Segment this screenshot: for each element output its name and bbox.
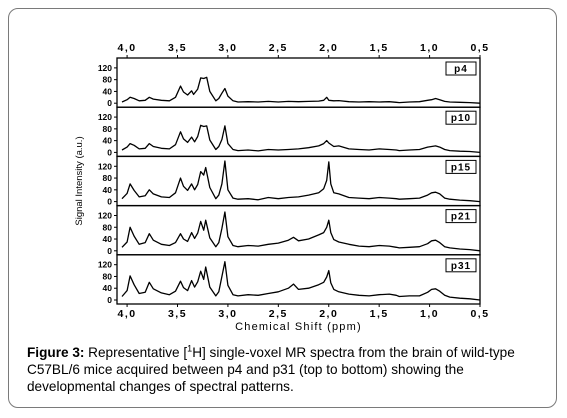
x-tick-label-bottom: 2,0 xyxy=(319,308,338,320)
figure: 0 40 80 120 p4 0 40 80 120 p10 0 40 80 120 p15 0 40 80 120… xyxy=(74,42,489,333)
x-tick-label-bottom: 1,5 xyxy=(370,308,389,320)
y-tick-label: 80 xyxy=(103,222,113,232)
panel-label-box xyxy=(445,110,477,125)
x-tick-label-bottom: 1,0 xyxy=(420,308,439,320)
x-tick-label-top: 1,0 xyxy=(420,42,439,54)
caption-text-1: Representative [ xyxy=(84,345,188,360)
y-tick-label: 0 xyxy=(107,147,112,157)
y-tick-label: 40 xyxy=(103,136,113,146)
x-tick-label-top: 0,5 xyxy=(470,42,489,54)
x-tick-label-bottom: 3,5 xyxy=(168,308,187,320)
y-tick-label: 120 xyxy=(98,260,112,270)
y-tick-label: 120 xyxy=(98,161,112,171)
panel-frame-p15 xyxy=(116,155,481,207)
panel-label: p15 xyxy=(451,162,471,173)
x-axis-title: Chemical Shift (ppm) xyxy=(235,321,362,333)
spectrum-p4 xyxy=(121,76,481,104)
x-tick-label-bottom: 3,0 xyxy=(218,308,237,320)
y-tick-label: 40 xyxy=(103,283,113,293)
caption-lead: Figure 3: xyxy=(27,345,85,360)
y-tick-label: 80 xyxy=(103,173,113,183)
x-tick-label-top: 1,5 xyxy=(370,42,389,54)
caption-superscript: 1 xyxy=(187,343,193,354)
panel-label: p10 xyxy=(451,113,471,124)
x-tick-label-bottom: 4,0 xyxy=(118,308,137,320)
y-tick-label: 0 xyxy=(107,197,112,207)
panel-label: p31 xyxy=(451,261,471,272)
y-tick-label: 40 xyxy=(103,234,113,244)
panel-frame-p31 xyxy=(116,254,481,305)
spectrum-p15 xyxy=(121,160,481,203)
y-tick-label: 120 xyxy=(98,63,112,73)
panel-label-box xyxy=(445,209,477,224)
x-tick-label-top: 2,5 xyxy=(269,42,288,54)
x-tick-label-top: 3,0 xyxy=(218,42,237,54)
caption-text-2: H] single-voxel MR spectra from the brai… xyxy=(27,345,515,394)
panel-frame-p21 xyxy=(116,204,481,256)
y-tick-label: 0 xyxy=(107,98,112,108)
spectrum-p31 xyxy=(121,261,481,301)
x-tick-label-top: 4,0 xyxy=(118,42,137,54)
x-tick-label-bottom: 2,5 xyxy=(269,308,288,320)
panel-label: p21 xyxy=(451,212,471,223)
spectrum-p10 xyxy=(121,124,481,154)
x-tick-label-top: 3,5 xyxy=(168,42,187,54)
panel-label-box xyxy=(445,61,477,76)
y-tick-label: 40 xyxy=(103,86,113,96)
y-tick-label: 120 xyxy=(98,112,112,122)
panel-label-box xyxy=(445,159,477,174)
y-axis-title: Signal Intensity (a.u.) xyxy=(74,136,85,225)
y-tick-label: 120 xyxy=(98,210,112,220)
y-tick-label: 0 xyxy=(107,295,112,305)
panel-label-box xyxy=(445,258,477,273)
spectrum-p21 xyxy=(121,211,481,252)
y-tick-label: 40 xyxy=(103,185,113,195)
y-tick-label: 80 xyxy=(103,75,113,85)
x-tick-label-top: 2,0 xyxy=(319,42,338,54)
figure-caption: Figure 3: Representative [1H] single-vox… xyxy=(27,344,539,395)
y-tick-label: 0 xyxy=(107,246,112,256)
panel-label: p4 xyxy=(454,64,468,75)
y-tick-label: 80 xyxy=(103,271,113,281)
x-tick-label-bottom: 0,5 xyxy=(470,308,489,320)
y-tick-label: 80 xyxy=(103,124,113,134)
